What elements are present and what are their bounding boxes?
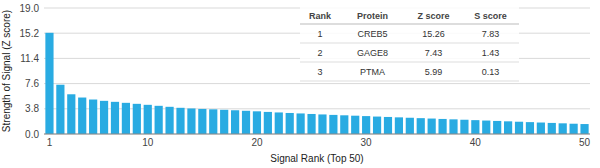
table-rule [300,43,519,44]
table-header: S score [474,11,507,21]
bar [242,111,250,134]
y-tick-label: 19.0 [20,3,40,14]
table-cell: CREB5 [357,29,387,39]
bar [220,110,228,134]
y-tick-label: 0.0 [25,129,39,140]
bar [89,100,97,134]
y-tick-label: 3.8 [25,103,39,114]
x-tick-label: 10 [142,137,154,148]
y-axis-label: Strength of Signal (Z score) [1,10,12,132]
bar [406,118,414,134]
y-tick-label: 11.4 [20,53,39,64]
bar [231,110,239,134]
y-tick-label: 15.2 [20,28,40,39]
bar [45,33,53,134]
bar [482,121,490,134]
bar [176,108,184,134]
table-cell: 1 [317,29,322,39]
x-tick-label: 20 [251,137,263,148]
bar [570,124,578,134]
table-rule [300,81,519,82]
bar [165,107,173,134]
bar [351,116,359,134]
bar [307,114,315,134]
table: Rank Protein Z score S score 1 CREB5 15.26 7.83… [300,6,519,81]
table-background [300,6,519,81]
x-axis-line [44,134,590,135]
bar [504,121,512,134]
table-header: Rank [309,11,332,21]
bar [471,120,479,134]
bar [187,108,195,134]
table-header: Protein [357,11,388,21]
bar [264,112,272,134]
bar [275,112,283,134]
bar [78,98,86,134]
x-tick-label: 40 [470,137,482,148]
bar [209,109,217,134]
bar [548,123,556,134]
x-tick-label: 1 [47,137,53,148]
x-tick-label: 30 [361,137,373,148]
y-tick-label: 7.6 [25,78,39,89]
bar [67,94,75,134]
table-cell: 0.13 [482,67,500,77]
table-cell: 2 [317,48,322,58]
bar [133,104,141,134]
bar [297,113,305,134]
bar [286,113,294,134]
bar [198,109,206,134]
bar [318,114,326,134]
bar [155,106,163,134]
bar [362,116,370,134]
bar [122,103,130,134]
table-cell: 7.43 [425,48,443,58]
table-cell: GAGE8 [357,48,388,58]
bar [340,115,348,134]
bar [559,123,567,134]
bar [56,85,64,134]
bar [460,120,468,134]
table-cell: 1.43 [482,48,500,58]
bar [144,105,152,134]
bar [449,119,457,134]
table-rule [300,62,519,63]
table-cell: PTMA [360,67,385,77]
table-cell: 3 [317,67,322,77]
bar [373,117,381,134]
bar [100,101,108,134]
bar [428,119,436,134]
bar [329,115,337,134]
grid-line [44,83,590,84]
chart: 0.0 3.8 7.6 11.4 15.2 19.0 1 10 20 30 40 50 Signal R… [0,0,600,168]
bar [253,111,261,134]
bar [417,118,425,134]
x-axis-label: Signal Rank (Top 50) [270,153,363,164]
table-cell: 7.83 [482,29,500,39]
table-header: Z score [417,11,449,21]
grid-line [44,134,590,135]
bar [395,117,403,134]
bar [580,124,588,134]
x-tick-label: 50 [579,137,591,148]
bar [493,121,501,134]
table-cell: 15.26 [422,29,445,39]
bar [111,102,119,134]
bar [537,123,545,134]
bar [515,122,523,134]
table-cell: 5.99 [425,67,443,77]
bar [526,122,534,134]
table-rule [300,24,519,25]
bar [438,119,446,134]
bar [384,117,392,134]
